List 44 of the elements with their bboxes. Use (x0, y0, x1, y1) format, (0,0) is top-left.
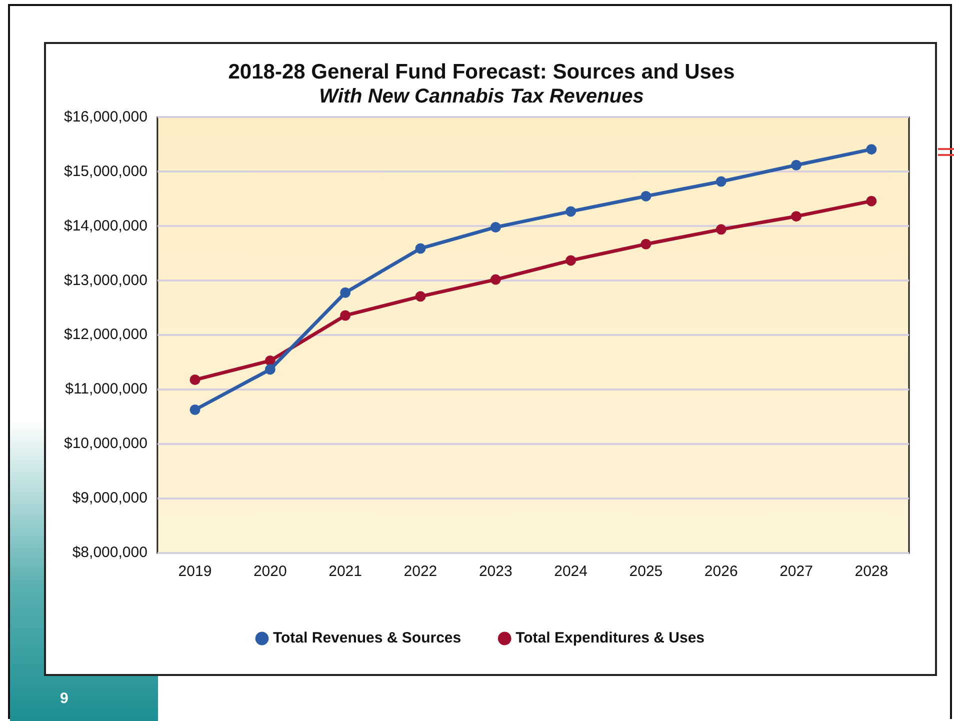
x-tick-label: 2028 (854, 563, 888, 580)
point (866, 196, 877, 206)
x-tick-label: 2020 (253, 563, 287, 580)
legend-label: Total Revenues & Sources (272, 630, 462, 647)
point (716, 224, 726, 235)
x-tick-label: 2019 (178, 563, 212, 580)
point (264, 355, 276, 366)
point (340, 310, 351, 321)
x-tick-label: 2026 (704, 563, 738, 580)
point (716, 176, 726, 187)
y-tick-label: $8,000,000 (72, 544, 148, 562)
x-tick-label: 2027 (780, 563, 813, 580)
y-tick-label: $9,000,000 (72, 490, 148, 507)
x-tick-label: 2021 (328, 563, 362, 580)
point (640, 238, 652, 250)
point (415, 243, 426, 254)
chart-subtitle: With New Cannabis Tax Revenues (319, 86, 644, 108)
point (490, 274, 501, 285)
chart-title: 2018-28 General Fund Forecast: Sources and Uses (228, 60, 735, 84)
y-tick-label: $12,000,000 (64, 326, 148, 344)
x-tick-label: 2023 (478, 563, 512, 580)
point (415, 291, 426, 302)
point (566, 255, 576, 266)
point (791, 160, 802, 170)
y-tick-label: $15,000,000 (64, 162, 148, 180)
y-tick-label: $11,000,000 (65, 380, 148, 398)
point (340, 287, 351, 298)
y-tick-label: $14,000,000 (64, 217, 148, 234)
point (190, 374, 200, 386)
point (640, 190, 652, 202)
y-tick-label: $16,000,000 (64, 108, 148, 126)
point (566, 206, 576, 217)
y-tick-label: $13,000,000 (64, 272, 148, 289)
x-tick-label: 2025 (629, 563, 663, 580)
point (791, 211, 802, 222)
point (190, 404, 200, 415)
y-tick-label: $10,000,000 (64, 435, 148, 452)
text: 9 (60, 690, 68, 707)
point (490, 222, 501, 232)
point (866, 144, 877, 155)
point (264, 364, 276, 375)
x-tick-label: 2022 (404, 563, 438, 580)
legend-label: Total Expenditures & Uses (516, 630, 705, 647)
x-tick-label: 2024 (554, 563, 588, 580)
